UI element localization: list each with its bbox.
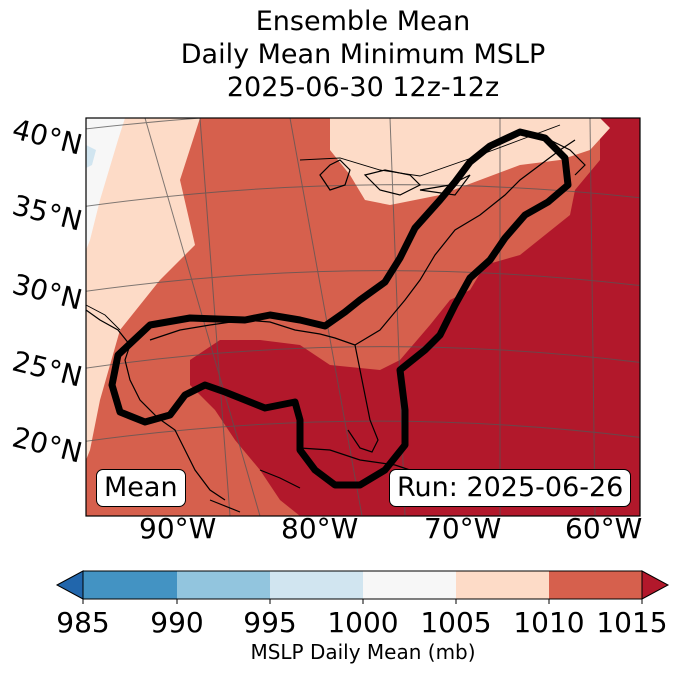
colorbar-seg-1000 <box>363 571 456 599</box>
colorbar-tick-1015: 1015 <box>596 606 668 639</box>
colorbar-seg-1010 <box>549 571 642 599</box>
colorbar-tick-995: 995 <box>243 606 297 639</box>
field-995-1000 <box>86 145 96 168</box>
title-line-2: Daily Mean Minimum MSLP <box>180 39 546 70</box>
colorbar-tick-1010: 1010 <box>513 606 585 639</box>
lon-label-60w: 60°W <box>565 512 643 545</box>
map-field <box>86 118 640 516</box>
run-date-label-box: Run: 2025-06-26 <box>389 469 632 507</box>
colorbar-tick-985: 985 <box>56 606 110 639</box>
title-line-3: 2025-06-30 12z-12z <box>226 72 500 103</box>
colorbar-tick-1000: 1000 <box>327 606 399 639</box>
lon-label-70w: 70°W <box>424 512 502 545</box>
title-line-1: Ensemble Mean <box>255 6 471 37</box>
colorbar-seg-985 <box>83 571 177 599</box>
field-1000-1005 <box>86 118 125 250</box>
field-1005-1010 <box>86 118 200 460</box>
colorbar-tick-marks <box>82 599 643 604</box>
borders <box>86 124 561 331</box>
colorbar-seg-995 <box>270 571 363 599</box>
lon-label-80w: 80°W <box>281 512 359 545</box>
colorbar-label: MSLP Daily Mean (mb) <box>250 640 476 664</box>
colorbar-tick-1005: 1005 <box>420 606 492 639</box>
mslp-contour <box>108 128 572 489</box>
colorbar-seg-1005 <box>456 571 549 599</box>
colorbar-extend-high <box>641 570 670 600</box>
colorbar <box>55 570 670 604</box>
map-frame <box>85 117 641 517</box>
colorbar-seg-990 <box>177 571 270 599</box>
lon-label-90w: 90°W <box>139 512 217 545</box>
mean-label-box: Mean <box>96 469 186 507</box>
graticule <box>86 118 640 516</box>
colorbar-extend-low <box>55 570 84 600</box>
colorbar-tick-990: 990 <box>150 606 204 639</box>
